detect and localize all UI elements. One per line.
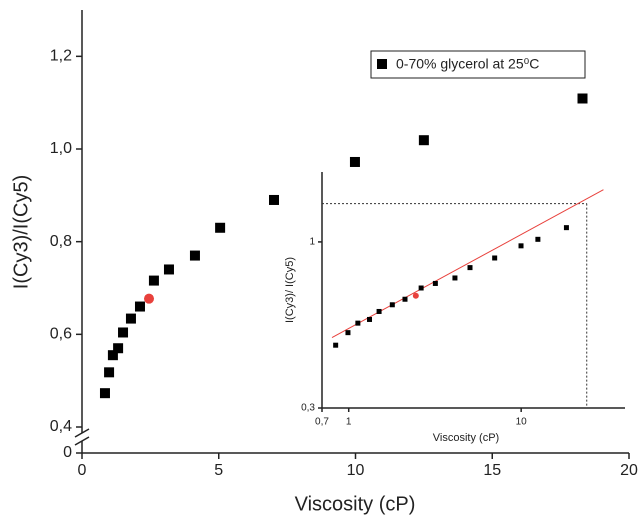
- point: [492, 255, 498, 261]
- point: [402, 296, 408, 302]
- legend-marker: [377, 59, 387, 69]
- inset-x-axis-title: Viscosity (cP): [433, 432, 499, 444]
- point: [355, 320, 361, 326]
- point: [215, 222, 226, 233]
- y-tick-label: 0,4: [50, 418, 72, 435]
- y-axis-title: I(Cy3)/I(Cy5): [10, 175, 32, 289]
- point: [345, 330, 351, 336]
- point: [389, 302, 395, 308]
- point: [125, 313, 136, 324]
- inset-x-tick-label: 1: [346, 417, 352, 428]
- axis-break: [74, 436, 90, 446]
- point: [189, 250, 200, 261]
- inset-x-tick-label: 0,7: [315, 417, 329, 428]
- point: [376, 308, 382, 314]
- point: [144, 293, 155, 304]
- point: [134, 301, 145, 312]
- y-tick-label: 0: [63, 444, 72, 461]
- point: [113, 343, 124, 354]
- inset-y-axis-title: I(Cy3)/ I(Cy5): [284, 257, 296, 323]
- y-tick-label: 0,8: [50, 233, 72, 250]
- x-tick-label: 20: [620, 462, 638, 479]
- point: [518, 243, 524, 249]
- inset-y-tick-label: 0,3: [301, 403, 315, 414]
- point: [418, 285, 424, 291]
- y-tick-label: 0,6: [50, 326, 72, 343]
- y-tick-label: 1,2: [50, 48, 72, 65]
- point: [333, 342, 339, 348]
- axis-break-gap: [74, 433, 90, 441]
- axis-break: [74, 428, 90, 438]
- point: [418, 135, 429, 146]
- x-tick-label: 10: [347, 462, 365, 479]
- legend-label: 0-70% glycerol at 25⁰C: [396, 56, 539, 72]
- fit-line: [331, 189, 604, 338]
- point: [432, 280, 438, 286]
- point: [467, 265, 473, 271]
- point: [268, 194, 279, 205]
- point: [535, 236, 541, 242]
- point: [163, 264, 174, 275]
- point: [118, 327, 129, 338]
- x-axis-title: Viscosity (cP): [295, 493, 416, 515]
- point: [452, 275, 458, 281]
- point: [107, 350, 118, 361]
- point: [349, 156, 360, 167]
- inset-x-tick-label: 10: [516, 417, 528, 428]
- y-tick-label: 1,0: [50, 140, 72, 157]
- point: [412, 292, 419, 299]
- x-tick-label: 15: [483, 462, 501, 479]
- legend-box: [370, 50, 586, 79]
- x-tick-label: 5: [214, 462, 223, 479]
- point: [104, 367, 115, 378]
- point: [148, 275, 159, 286]
- point: [99, 388, 110, 399]
- point: [367, 316, 373, 322]
- point: [577, 93, 588, 104]
- inset-y-tick-label: 1: [309, 237, 315, 248]
- point: [563, 225, 569, 231]
- x-tick-label: 0: [78, 462, 87, 479]
